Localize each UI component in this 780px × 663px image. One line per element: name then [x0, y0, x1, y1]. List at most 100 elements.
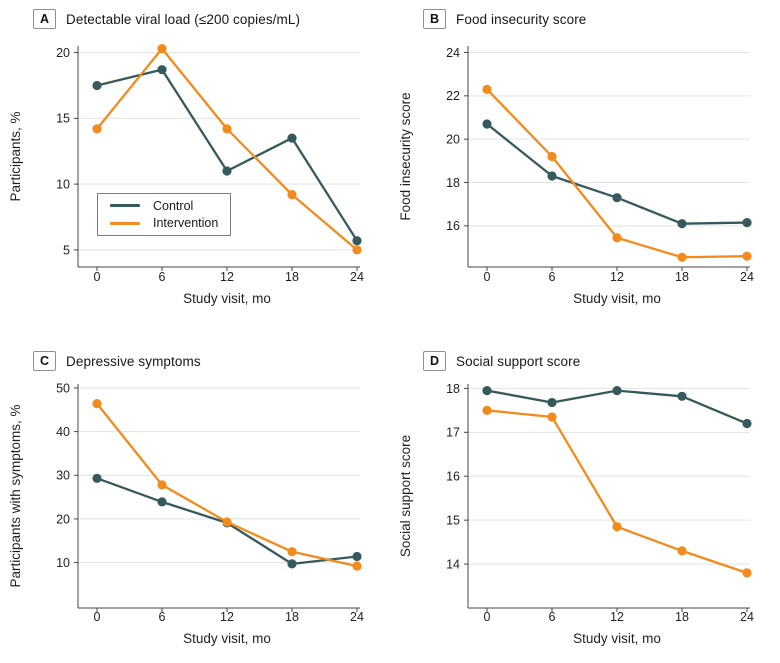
- x-tick-label: 18: [285, 610, 299, 624]
- control-marker: [612, 385, 622, 396]
- control-marker: [742, 418, 752, 429]
- panel-d-header: D Social support score: [423, 351, 580, 371]
- control-marker: [547, 397, 557, 408]
- intervention-marker: [222, 517, 232, 527]
- panel-a-title: Detectable viral load (≤200 copies/mL): [66, 11, 301, 27]
- axes: [464, 46, 750, 271]
- intervention-marker: [677, 546, 687, 556]
- panel-b-line-chart: 16 18 20 22 24 0 6 12 18 24 Food insecurity score S…: [398, 46, 754, 306]
- y-tick-label: 17: [446, 426, 460, 440]
- intervention-marker: [222, 124, 232, 134]
- y-tick-label: 10: [56, 556, 70, 570]
- panel-d-title: Social support score: [456, 353, 581, 369]
- control-line: [485, 389, 749, 425]
- y-tick-label: 30: [56, 469, 70, 483]
- panel-c-title: Depressive symptoms: [66, 353, 201, 369]
- axes: [74, 46, 360, 271]
- intervention-marker: [157, 44, 167, 54]
- panel-c-header: C Depressive symptoms: [33, 351, 201, 371]
- y-tick-label: 15: [446, 514, 460, 528]
- series-control: [482, 119, 752, 229]
- y-axis-title: Participants, %: [8, 111, 23, 201]
- intervention-marker: [352, 561, 362, 571]
- y-tick-label: 24: [446, 46, 460, 60]
- control-marker: [157, 65, 167, 75]
- intervention-marker: [287, 190, 297, 200]
- x-tick-label: 6: [549, 610, 556, 624]
- y-tick-label: 20: [56, 46, 70, 60]
- x-tick-label: 6: [159, 610, 166, 624]
- x-tick-label: 0: [484, 610, 491, 624]
- x-tick-label: 6: [159, 270, 166, 284]
- intervention-marker: [287, 547, 297, 557]
- panel-d-line-chart: 14 15 16 17 18 0 6 12 18 24 Social support score St…: [398, 382, 754, 646]
- x-tick-label: 24: [740, 610, 754, 624]
- x-tick-label: 24: [740, 270, 754, 284]
- series-intervention: [482, 84, 752, 262]
- control-marker: [547, 171, 557, 181]
- legend-label-control: Control: [153, 198, 194, 213]
- y-tick-label: 15: [56, 112, 70, 126]
- y-tick-label: 50: [56, 381, 70, 395]
- y-tick-label: 16: [446, 470, 460, 484]
- control-marker: [677, 219, 687, 229]
- control-marker: [287, 133, 297, 143]
- x-tick-label: 12: [610, 610, 624, 624]
- intervention-line: [485, 88, 749, 259]
- panel-a: A Detectable viral load (≤200 copies/mL)…: [0, 0, 390, 331]
- y-axis-title: Food insecurity score: [398, 92, 413, 220]
- panel-b: B Food insecurity score 16 18 20 22 24 0 6 12 18…: [390, 0, 780, 331]
- y-tick-label: 5: [63, 243, 70, 257]
- intervention-marker: [612, 522, 622, 532]
- x-tick-label: 0: [94, 270, 101, 284]
- x-tick-label: 24: [350, 270, 364, 284]
- x-tick-label: 0: [94, 610, 101, 624]
- gridlines: [78, 387, 360, 564]
- x-tick-label: 6: [549, 270, 556, 284]
- series-intervention: [482, 405, 752, 578]
- intervention-marker: [742, 251, 752, 261]
- y-axis-title: Social support score: [398, 435, 413, 557]
- y-tick-label: 18: [446, 176, 460, 190]
- x-tick-label: 12: [220, 270, 234, 284]
- intervention-marker: [92, 124, 102, 134]
- y-tick-label: 22: [446, 89, 460, 103]
- y-tick-label: 16: [446, 219, 460, 233]
- series-control: [482, 385, 752, 429]
- panel-a-header: A Detectable viral load (≤200 copies/mL): [33, 9, 300, 29]
- control-marker: [612, 193, 622, 203]
- control-marker: [482, 385, 492, 396]
- control-marker: [742, 217, 752, 228]
- x-tick-label: 12: [220, 610, 234, 624]
- control-marker: [157, 497, 167, 507]
- control-marker: [92, 80, 102, 91]
- gridlines: [468, 52, 750, 227]
- control-marker: [287, 559, 297, 569]
- intervention-line: [95, 402, 359, 568]
- x-axis-title: Study visit, mo: [573, 631, 661, 646]
- intervention-marker: [612, 233, 622, 243]
- control-marker: [352, 551, 362, 562]
- control-marker: [352, 236, 362, 246]
- x-axis-title: Study visit, mo: [183, 631, 271, 646]
- y-tick-label: 10: [56, 178, 70, 192]
- panel-d: D Social support score 14 15 16 17 18 0 6 12 18 2…: [390, 331, 780, 663]
- x-axis-title: Study visit, mo: [183, 291, 271, 306]
- panel-b-header: B Food insecurity score: [423, 9, 586, 29]
- intervention-marker: [92, 399, 102, 409]
- panel-c-line-chart: 10 20 30 40 50 0 6 12 18 24 Participants with symp…: [8, 381, 364, 646]
- series-intervention: [92, 44, 362, 255]
- panel-a-line-chart: 5 10 15 20 0 6 12 18 24 Participants, % Study visi…: [8, 44, 364, 306]
- control-marker: [92, 473, 102, 483]
- legend-row-control: Control: [110, 198, 230, 213]
- series-intervention: [92, 399, 362, 571]
- legend-label-intervention: Intervention: [153, 216, 219, 230]
- panel-a-letter-badge: A: [33, 9, 56, 29]
- panel-c-letter-badge: C: [33, 351, 56, 371]
- axes: [74, 384, 360, 612]
- panel-b-title: Food insecurity score: [456, 11, 587, 27]
- y-tick-label: 14: [446, 557, 460, 571]
- y-tick-label: 40: [56, 425, 70, 439]
